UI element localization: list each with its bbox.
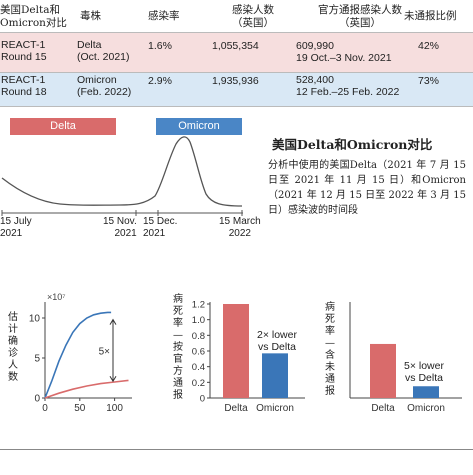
bottom-divider — [0, 449, 473, 450]
y-tick-label-6: 1.2 — [192, 300, 205, 311]
series-line-1 — [44, 379, 129, 399]
omicron-period-tag: Omicron — [156, 118, 242, 135]
category-label-1: Omicron — [256, 403, 294, 414]
cell-infected-delta: 1,055,354 — [212, 40, 259, 52]
y-tick-label-5: 1.0 — [192, 315, 205, 326]
category-label-0: Delta — [371, 403, 395, 414]
delta-period-tag: Delta — [10, 118, 116, 135]
wave-x-tick-3: 15 March 2022 — [219, 216, 261, 239]
x-tick-label-2: 100 — [106, 403, 123, 414]
table-row-delta — [0, 32, 473, 72]
cell-unreported-delta: 42% — [418, 40, 440, 52]
cell-study-omicron: REACT-1 Round 18 — [1, 74, 47, 98]
ratio-annotation: 5× — [99, 346, 111, 357]
cfr-reported-chart: 0 0.2 0.4 0.6 0.8 1.0 1.2 Delta Omicron 2× lowerv… — [192, 300, 305, 414]
category-label-0: Delta — [224, 403, 248, 414]
ratio-arrow-head-up — [109, 318, 117, 325]
y-tick-label-1: 0.2 — [192, 378, 205, 389]
wave-x-tick-0: 15 July 2021 — [0, 216, 32, 239]
y-tick-label-2: 10 — [29, 314, 41, 325]
category-label-1: Omicron — [407, 403, 445, 414]
bar-omicron — [262, 353, 288, 398]
y-tick-label-2: 0.4 — [192, 362, 205, 373]
cell-rate-delta: 1.6% — [148, 40, 172, 52]
cell-infected-omicron: 1,935,936 — [212, 75, 259, 87]
x-tick-label-0: 0 — [42, 403, 48, 414]
table-header-reported: 官方通报感染人数 （英国） — [318, 4, 402, 29]
bar-delta — [370, 343, 396, 398]
cell-rate-omicron: 2.9% — [148, 75, 172, 87]
bar2-y-label: 病死率—含未通报 — [325, 302, 335, 397]
line-chart-y-label: 估计确诊人数 — [8, 312, 18, 383]
cell-strain-delta: Delta (Oct. 2021) — [77, 39, 130, 63]
table-row-omicron — [0, 72, 473, 106]
x-tick-label-1: 50 — [74, 403, 86, 414]
cell-reported-omicron: 528,400 12 Feb.–25 Feb. 2022 — [296, 74, 400, 98]
bar-omicron — [413, 386, 439, 398]
y-tick-label-0: 0 — [34, 394, 40, 405]
caption-title: 美国Delta和Omicron对比 — [272, 137, 433, 152]
bar-delta — [223, 304, 249, 398]
cell-unreported-omicron: 73% — [418, 75, 440, 87]
wave-curve-plot — [1, 136, 243, 216]
ratio-arrow-head-down — [109, 375, 117, 383]
bar1-y-label: 病死率—按官方通报 — [173, 294, 183, 401]
cell-study-delta: REACT-1 Round 15 — [1, 39, 47, 63]
fold-change-annotation-0: 5× lower — [404, 360, 444, 372]
y-tick-label-4: 0.8 — [192, 331, 205, 342]
table-header-strain: 毒株 — [80, 10, 101, 22]
y-tick-label-0: 0 — [200, 394, 205, 405]
y-multiplier-label: ×10⁷ — [47, 292, 66, 302]
table-header-study: 美国Delta和 Omicron对比 — [0, 4, 67, 29]
series-line-0 — [44, 311, 112, 399]
wave-curve — [1, 136, 243, 207]
table-header-infected: 感染人数 （英国） — [232, 4, 274, 29]
y-tick-label-3: 0.6 — [192, 347, 205, 358]
caption-body: 分析中使用的美国Delta（2021 年 7 月 15 日至 2021 年 11… — [268, 160, 466, 216]
cell-reported-delta: 609,990 19 Oct.–3 Nov. 2021 — [296, 40, 392, 64]
wave-x-tick-2: 15 Dec. 2021 — [143, 216, 178, 239]
y-tick-label-1: 5 — [34, 354, 40, 365]
table-header-unreported: 未通报比例 — [404, 10, 457, 22]
fold-change-annotation-1: vs Delta — [258, 341, 296, 353]
fold-change-annotation-0: 2× lower — [257, 329, 297, 341]
table-header-rate: 感染率 — [148, 10, 180, 22]
fold-change-annotation-1: vs Delta — [405, 372, 443, 384]
cell-strain-omicron: Omicron (Feb. 2022) — [77, 74, 132, 98]
wave-x-tick-1: 15 Nov. 2021 — [103, 216, 137, 239]
